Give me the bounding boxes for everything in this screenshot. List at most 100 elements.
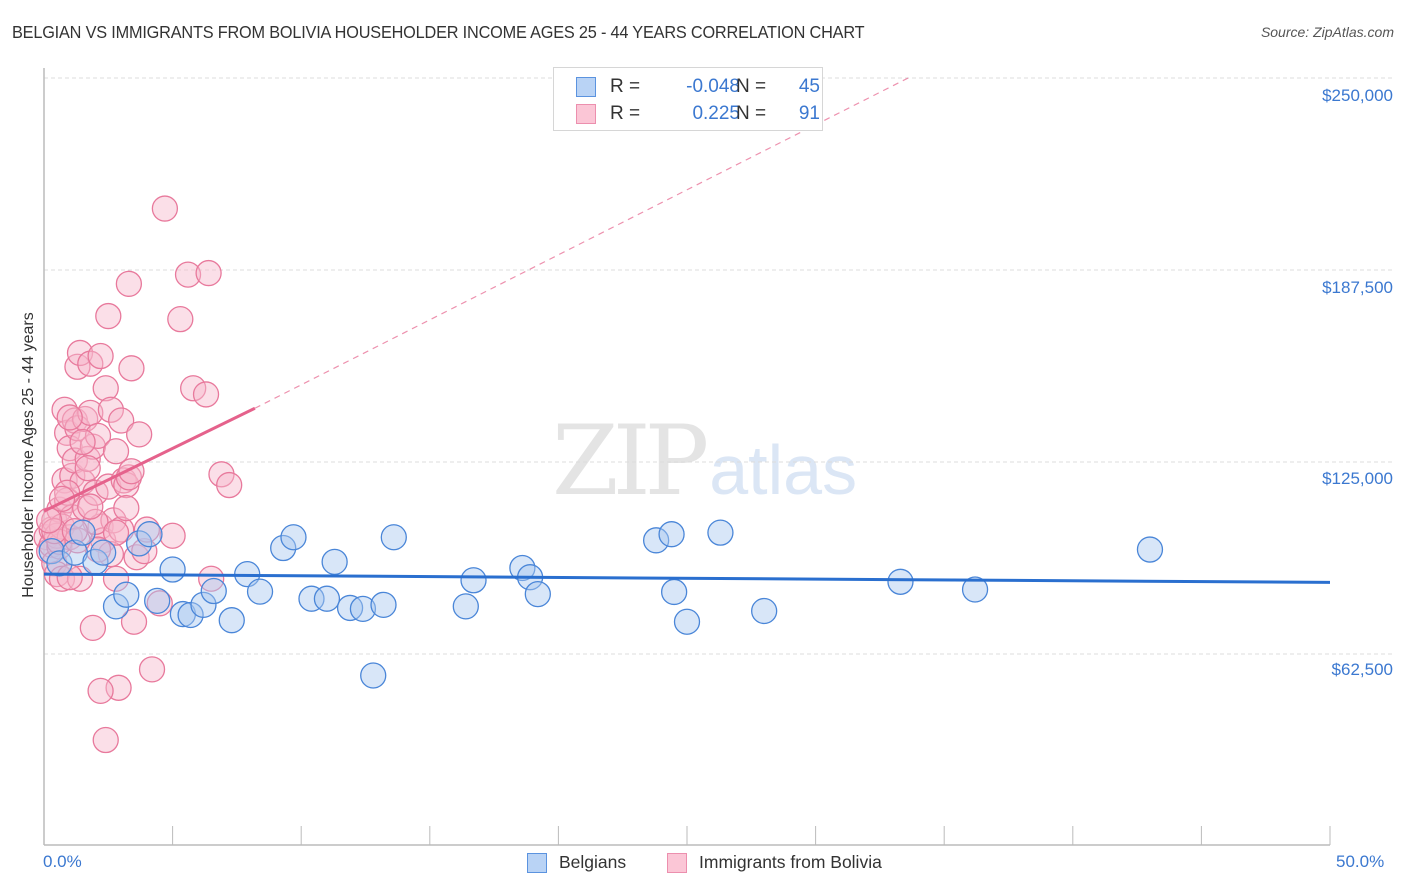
data-point: [349, 595, 377, 622]
data-point: [246, 578, 274, 605]
data-point: [133, 516, 161, 543]
data-point: [66, 565, 94, 592]
correlation-legend: R = -0.048 N = 45 R = 0.225 N = 91: [553, 67, 823, 131]
data-point: [961, 576, 989, 603]
data-point: [460, 567, 487, 594]
data-point: [79, 614, 107, 642]
x-tick-50: 50.0%: [1336, 852, 1385, 871]
data-point: [321, 548, 348, 575]
data-point: [380, 524, 407, 551]
bolivia-points: [33, 195, 243, 754]
data-point: [218, 607, 245, 634]
data-point: [95, 302, 122, 330]
data-point: [113, 581, 140, 608]
r-label: R =: [610, 76, 641, 97]
chart-title: BELGIAN VS IMMIGRANTS FROM BOLIVIA HOUSE…: [12, 22, 865, 42]
data-point: [136, 521, 163, 548]
x-tick-0: 0.0%: [43, 852, 82, 871]
n-value: 45: [798, 76, 820, 97]
data-point: [87, 342, 114, 370]
pink-swatch-icon: [667, 853, 687, 873]
data-point: [174, 261, 202, 288]
data-point: [56, 404, 83, 431]
y-tick-187500: $187,500: [1322, 278, 1393, 297]
data-point: [707, 519, 734, 546]
y-tick-62500: $62,500: [1331, 660, 1393, 679]
data-point: [751, 597, 778, 625]
n-value: 91: [798, 103, 820, 124]
watermark-atlas: atlas: [709, 431, 858, 509]
trendlines: [43, 77, 1331, 584]
data-point: [102, 438, 130, 465]
data-point: [167, 306, 194, 333]
data-point: [1136, 536, 1164, 563]
data-point: [64, 353, 91, 380]
data-point: [195, 259, 222, 287]
data-point: [84, 422, 112, 450]
pink-swatch-icon: [576, 104, 596, 124]
data-point: [126, 421, 153, 448]
data-point: [35, 507, 63, 534]
data-point: [108, 407, 135, 434]
blue-swatch-icon: [527, 853, 547, 873]
data-point: [658, 521, 685, 548]
data-point: [180, 375, 207, 402]
data-point: [66, 339, 94, 367]
data-point: [87, 677, 114, 705]
belgian-points: [38, 519, 1164, 689]
data-point: [159, 522, 186, 549]
n-label: N =: [736, 76, 767, 97]
data-point: [131, 537, 158, 565]
data-point: [74, 454, 101, 482]
data-point: [360, 662, 387, 689]
data-point: [46, 550, 73, 577]
data-point: [102, 565, 130, 592]
source-text: Source: ZipAtlas.com: [1260, 24, 1394, 40]
legend-label: Belgians: [559, 852, 627, 872]
data-point: [77, 493, 104, 520]
data-point: [270, 534, 297, 562]
data-point: [192, 381, 220, 408]
data-point: [126, 530, 153, 557]
data-point: [92, 375, 119, 402]
watermark-zip: ZIP: [552, 405, 709, 517]
data-point: [208, 461, 235, 488]
watermark: ZIPatlas: [552, 405, 857, 517]
data-point: [673, 608, 701, 635]
blue-swatch-icon: [576, 77, 596, 97]
data-point: [138, 656, 166, 683]
data-point: [38, 537, 65, 565]
data-point: [102, 519, 130, 546]
y-tick-125000: $125,000: [1322, 469, 1393, 488]
y-tick-250000: $250,000: [1322, 86, 1393, 105]
data-point: [92, 726, 119, 754]
data-point: [97, 396, 125, 423]
r-value: -0.048: [686, 76, 740, 97]
n-label: N =: [736, 103, 767, 124]
data-point: [887, 568, 914, 595]
data-point: [108, 516, 135, 543]
r-label: R =: [610, 103, 641, 124]
data-point: [159, 556, 186, 583]
data-point: [370, 591, 397, 618]
data-point: [120, 608, 148, 635]
y-axis-label: Householder Income Ages 25 - 44 years: [20, 312, 37, 598]
belgians-trendline: [43, 572, 1331, 584]
data-point: [115, 270, 143, 297]
bolivia-trendline-extension: [254, 77, 909, 409]
bolivia-trendline: [43, 406, 256, 513]
data-point: [524, 580, 551, 608]
data-point: [151, 195, 179, 222]
data-point: [452, 593, 479, 620]
data-point: [642, 527, 670, 554]
legend-label: Immigrants from Bolivia: [699, 852, 882, 872]
data-point: [660, 578, 688, 606]
axes: [43, 68, 1331, 846]
data-point: [61, 517, 89, 545]
r-value: 0.225: [692, 103, 740, 124]
data-point: [69, 519, 96, 546]
data-point: [113, 494, 140, 522]
data-point: [280, 524, 307, 551]
data-point: [69, 428, 96, 456]
